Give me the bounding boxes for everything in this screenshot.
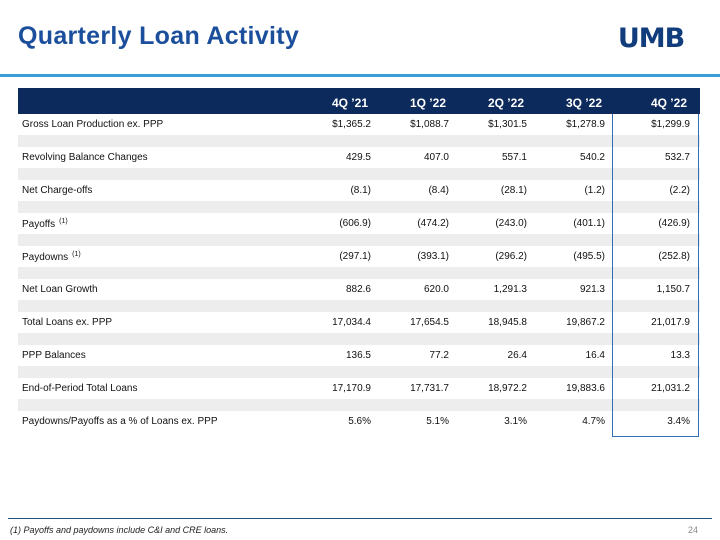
cell-value: 77.2 <box>429 350 449 361</box>
row-spacer <box>18 300 700 312</box>
cell-value: (296.2) <box>495 251 527 262</box>
logo-text: UMB <box>618 23 684 52</box>
footer-rule <box>8 518 712 519</box>
cell-value: (8.1) <box>350 185 371 196</box>
cell-value: (2.2) <box>669 185 690 196</box>
row-spacer <box>18 135 700 147</box>
row-label-text: End-of-Period Total Loans <box>22 383 138 394</box>
cell-value: 429.5 <box>345 152 371 163</box>
column-header: 1Q ’22 <box>409 96 446 110</box>
slide-title: Quarterly Loan Activity <box>18 22 300 50</box>
row-label: End-of-Period Total Loans <box>22 383 137 394</box>
cell-value: 17,170.9 <box>332 383 371 394</box>
cell-value: 18,972.2 <box>488 383 527 394</box>
row-label: Payoffs (1) <box>22 218 68 230</box>
cell-value: 5.1% <box>426 416 449 427</box>
row-label-text: Revolving Balance Changes <box>22 152 148 163</box>
row-label: Revolving Balance Changes <box>22 152 148 163</box>
cell-value: 532.7 <box>664 152 690 163</box>
cell-value: 921.3 <box>579 284 605 295</box>
row-label-text: Net Loan Growth <box>22 284 98 295</box>
highlight-column <box>612 114 699 437</box>
row-label-text: Net Charge-offs <box>22 185 93 196</box>
row-label-text: Total Loans ex. PPP <box>22 317 113 328</box>
cell-value: 620.0 <box>423 284 449 295</box>
cell-value: 16.4 <box>585 350 605 361</box>
row-label: Paydowns (1) <box>22 251 81 263</box>
cell-value: 557.1 <box>501 152 527 163</box>
column-header: 2Q ’22 <box>487 96 524 110</box>
cell-value: (401.1) <box>573 218 605 229</box>
row-spacer <box>18 333 700 345</box>
cell-value: 136.5 <box>345 350 371 361</box>
row-spacer <box>18 366 700 378</box>
cell-value: (8.4) <box>428 185 449 196</box>
cell-value: 3.4% <box>667 416 690 427</box>
cell-value: 5.6% <box>348 416 371 427</box>
logo: UMB <box>618 23 685 52</box>
footnote: (1) Payoffs and paydowns include C&I and… <box>10 525 229 535</box>
column-header: 4Q ’22 <box>650 96 687 110</box>
row-spacer <box>18 201 700 213</box>
cell-value: (297.1) <box>339 251 371 262</box>
cell-value: $1,365.2 <box>332 119 371 130</box>
row-label-text: Gross Loan Production ex. PPP <box>22 119 164 130</box>
cell-value: (606.9) <box>339 218 371 229</box>
row-label-text: Payoffs <box>22 219 56 230</box>
cell-value: 1,291.3 <box>493 284 527 295</box>
row-label-text: PPP Balances <box>22 350 86 361</box>
row-spacer <box>18 399 700 411</box>
cell-value: 17,034.4 <box>332 317 371 328</box>
cell-value: 4.7% <box>582 416 605 427</box>
cell-value: $1,088.7 <box>410 119 449 130</box>
row-label: Total Loans ex. PPP <box>22 317 112 328</box>
row-label: Net Loan Growth <box>22 284 98 295</box>
page-number: 24 <box>687 525 698 535</box>
cell-value: (474.2) <box>417 218 449 229</box>
row-label-text: Paydowns/Payoffs as a % of Loans ex. PPP <box>22 416 218 427</box>
row-label-text: Paydowns <box>22 252 69 263</box>
cell-value: 21,017.9 <box>651 317 690 328</box>
cell-value: 18,945.8 <box>488 317 527 328</box>
cell-value: 882.6 <box>345 284 371 295</box>
cell-value: (243.0) <box>495 218 527 229</box>
row-label: PPP Balances <box>22 350 86 361</box>
cell-value: 17,654.5 <box>410 317 449 328</box>
cell-value: 19,883.6 <box>566 383 605 394</box>
title-rule <box>0 74 720 77</box>
row-label: Gross Loan Production ex. PPP <box>22 119 163 130</box>
footnote-ref: (1) <box>59 218 68 225</box>
row-spacer <box>18 267 700 279</box>
cell-value: (252.8) <box>658 251 690 262</box>
cell-value: 19,867.2 <box>566 317 605 328</box>
cell-value: 21,031.2 <box>651 383 690 394</box>
row-label: Net Charge-offs <box>22 185 92 196</box>
cell-value: 26.4 <box>507 350 527 361</box>
cell-value: 3.1% <box>504 416 527 427</box>
cell-value: $1,299.9 <box>651 119 690 130</box>
cell-value: (1.2) <box>584 185 605 196</box>
cell-value: (426.9) <box>658 218 690 229</box>
table-header <box>18 88 700 114</box>
row-label: Paydowns/Payoffs as a % of Loans ex. PPP <box>22 416 217 427</box>
row-spacer <box>18 234 700 246</box>
cell-value: 407.0 <box>423 152 449 163</box>
cell-value: $1,278.9 <box>566 119 605 130</box>
cell-value: (28.1) <box>500 185 527 196</box>
row-spacer <box>18 168 700 180</box>
cell-value: 13.3 <box>670 350 690 361</box>
cell-value: $1,301.5 <box>488 119 527 130</box>
column-header: 4Q ’21 <box>331 96 368 110</box>
cell-value: 17,731.7 <box>410 383 449 394</box>
cell-value: 540.2 <box>579 152 605 163</box>
column-header: 3Q ’22 <box>565 96 602 110</box>
footnote-ref: (1) <box>72 251 81 258</box>
cell-value: 1,150.7 <box>656 284 690 295</box>
cell-value: (393.1) <box>417 251 449 262</box>
cell-value: (495.5) <box>573 251 605 262</box>
